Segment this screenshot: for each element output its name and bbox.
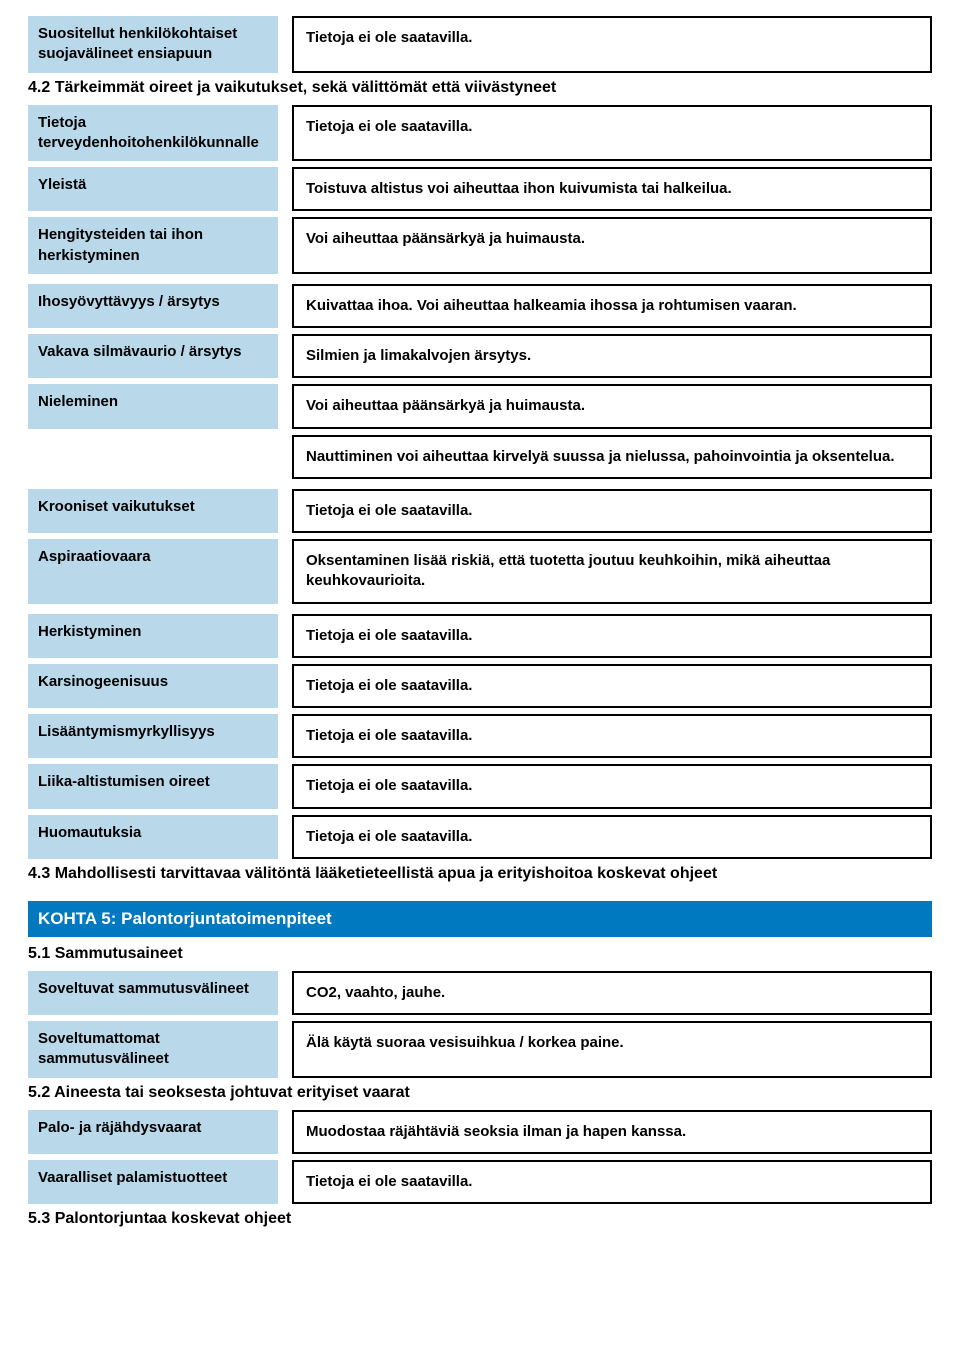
section-5-bar: KOHTA 5: Palontorjuntatoimenpiteet (28, 901, 932, 937)
row-chronic: Krooniset vaikutukset Tietoja ei ole saa… (28, 489, 932, 533)
row-general: Yleistä Toistuva altistus voi aiheuttaa … (28, 167, 932, 211)
value-general: Toistuva altistus voi aiheuttaa ihon kui… (292, 167, 932, 211)
label-notes: Huomautuksia (28, 815, 278, 859)
row-aspiration: Aspiraatiovaara Oksentaminen lisää riski… (28, 539, 932, 604)
row-resp-skin-sens: Hengitysteiden tai ihon herkistyminen Vo… (28, 217, 932, 274)
heading-4-3: 4.3 Mahdollisesti tarvittavaa välitöntä … (28, 865, 932, 883)
label-sensitisation: Herkistyminen (28, 614, 278, 658)
value-overexposure: Tietoja ei ole saatavilla. (292, 764, 932, 808)
label-chronic: Krooniset vaikutukset (28, 489, 278, 533)
heading-4-2: 4.2 Tärkeimmät oireet ja vaikutukset, se… (28, 79, 932, 97)
heading-5-3: 5.3 Palontorjuntaa koskevat ohjeet (28, 1210, 932, 1228)
row-eye-damage: Vakava silmävaurio / ärsytys Silmien ja … (28, 334, 932, 378)
row-fire-explosion: Palo- ja räjähdysvaarat Muodostaa räjäht… (28, 1110, 932, 1154)
value-hazardous-combustion: Tietoja ei ole saatavilla. (292, 1160, 932, 1204)
value-reproductive: Tietoja ei ole saatavilla. (292, 714, 932, 758)
label-skin-corrosion: Ihosyövyttävyys / ärsytys (28, 284, 278, 328)
row-overexposure: Liika-altistumisen oireet Tietoja ei ole… (28, 764, 932, 808)
value-aspiration: Oksentaminen lisää riskiä, että tuotetta… (292, 539, 932, 604)
value-protective-equipment: Tietoja ei ole saatavilla. (292, 16, 932, 73)
label-protective-equipment: Suositellut henkilökohtaiset suojaväline… (28, 16, 278, 73)
label-ingestion-extra-empty (28, 435, 278, 479)
heading-5-1: 5.1 Sammutusaineet (28, 945, 932, 963)
row-hazardous-combustion: Vaaralliset palamistuotteet Tietoja ei o… (28, 1160, 932, 1204)
row-skin-corrosion: Ihosyövyttävyys / ärsytys Kuivattaa ihoa… (28, 284, 932, 328)
label-fire-explosion: Palo- ja räjähdysvaarat (28, 1110, 278, 1154)
value-fire-explosion: Muodostaa räjähtäviä seoksia ilman ja ha… (292, 1110, 932, 1154)
label-health-personnel: Tietoja terveydenhoitohenkilökunnalle (28, 105, 278, 162)
label-overexposure: Liika-altistumisen oireet (28, 764, 278, 808)
value-skin-corrosion: Kuivattaa ihoa. Voi aiheuttaa halkeamia … (292, 284, 932, 328)
row-ingestion-extra: Nauttiminen voi aiheuttaa kirvelyä suuss… (28, 435, 932, 479)
value-ingestion-extra: Nauttiminen voi aiheuttaa kirvelyä suuss… (292, 435, 932, 479)
row-reproductive: Lisääntymismyrkyllisyys Tietoja ei ole s… (28, 714, 932, 758)
row-health-personnel: Tietoja terveydenhoitohenkilökunnalle Ti… (28, 105, 932, 162)
label-reproductive: Lisääntymismyrkyllisyys (28, 714, 278, 758)
value-health-personnel: Tietoja ei ole saatavilla. (292, 105, 932, 162)
row-suitable-extinguishing: Soveltuvat sammutusvälineet CO2, vaahto,… (28, 971, 932, 1015)
label-aspiration: Aspiraatiovaara (28, 539, 278, 604)
value-resp-skin-sens: Voi aiheuttaa päänsärkyä ja huimausta. (292, 217, 932, 274)
sds-page: Suositellut henkilökohtaiset suojaväline… (0, 0, 960, 1260)
heading-5-2: 5.2 Aineesta tai seoksesta johtuvat erit… (28, 1084, 932, 1102)
row-unsuitable-extinguishing: Soveltumattomat sammutusvälineet Älä käy… (28, 1021, 932, 1078)
value-chronic: Tietoja ei ole saatavilla. (292, 489, 932, 533)
row-carcinogenicity: Karsinogeenisuus Tietoja ei ole saatavil… (28, 664, 932, 708)
row-sensitisation: Herkistyminen Tietoja ei ole saatavilla. (28, 614, 932, 658)
row-ingestion: Nieleminen Voi aiheuttaa päänsärkyä ja h… (28, 384, 932, 428)
label-hazardous-combustion: Vaaralliset palamistuotteet (28, 1160, 278, 1204)
label-ingestion: Nieleminen (28, 384, 278, 428)
value-carcinogenicity: Tietoja ei ole saatavilla. (292, 664, 932, 708)
value-notes: Tietoja ei ole saatavilla. (292, 815, 932, 859)
row-protective-equipment: Suositellut henkilökohtaiset suojaväline… (28, 16, 932, 73)
value-eye-damage: Silmien ja limakalvojen ärsytys. (292, 334, 932, 378)
value-suitable-extinguishing: CO2, vaahto, jauhe. (292, 971, 932, 1015)
value-unsuitable-extinguishing: Älä käytä suoraa vesisuihkua / korkea pa… (292, 1021, 932, 1078)
label-unsuitable-extinguishing: Soveltumattomat sammutusvälineet (28, 1021, 278, 1078)
value-ingestion: Voi aiheuttaa päänsärkyä ja huimausta. (292, 384, 932, 428)
value-sensitisation: Tietoja ei ole saatavilla. (292, 614, 932, 658)
label-eye-damage: Vakava silmävaurio / ärsytys (28, 334, 278, 378)
label-general: Yleistä (28, 167, 278, 211)
row-notes: Huomautuksia Tietoja ei ole saatavilla. (28, 815, 932, 859)
label-resp-skin-sens: Hengitysteiden tai ihon herkistyminen (28, 217, 278, 274)
label-suitable-extinguishing: Soveltuvat sammutusvälineet (28, 971, 278, 1015)
label-carcinogenicity: Karsinogeenisuus (28, 664, 278, 708)
